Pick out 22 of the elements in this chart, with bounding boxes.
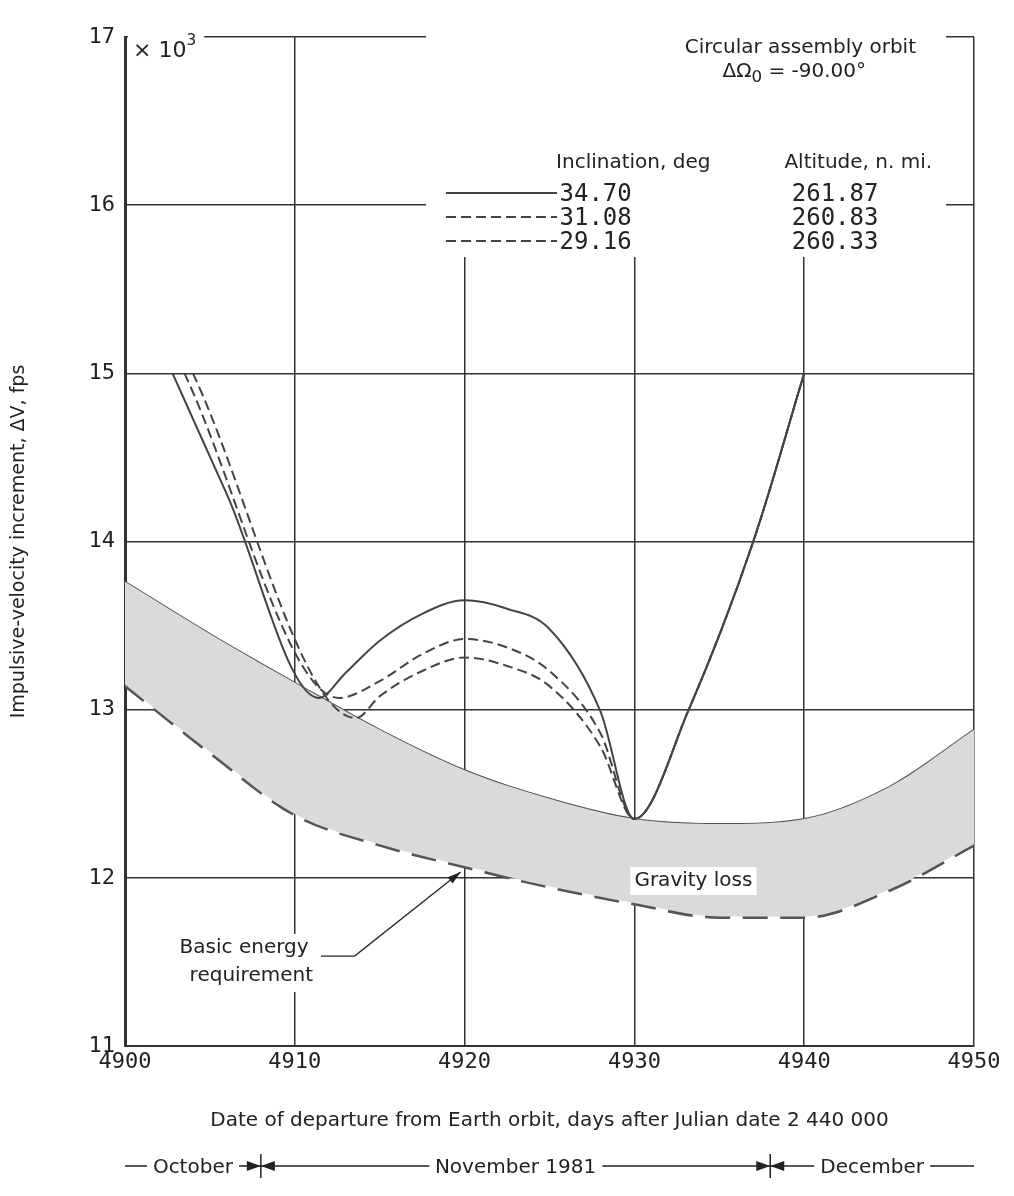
annotation: Circular assembly orbit (683, 34, 916, 58)
y-tick-label: 17 (88, 22, 116, 48)
y-tick-label: 12 (88, 863, 116, 889)
y-axis-title: Impulsive-velocity increment, ΔV, fps (6, 364, 29, 719)
legend-title: Inclination, deg (555, 149, 712, 173)
annotation: Altitude, n. mi. (783, 149, 934, 173)
annotation: Gravity loss (634, 867, 753, 892)
y-tick-label: 13 (88, 695, 116, 721)
text: October (146, 1153, 239, 1179)
y-tick-label: 15 (88, 359, 116, 385)
text: December (814, 1153, 930, 1179)
y-tick-label: 14 (88, 527, 116, 553)
annotation: Basic energy requirement (179, 934, 314, 987)
x-tick-label: 4920 (438, 1047, 492, 1073)
x-tick-label: 4950 (947, 1047, 1001, 1073)
annotation: ΔΩ$_{0}$ = -90.00° (721, 58, 867, 88)
x-tick-label: 4910 (268, 1047, 322, 1073)
x-tick-label: 4940 (777, 1047, 831, 1073)
x-tick-label: 4930 (607, 1047, 661, 1073)
y-tick-label: 16 (88, 190, 116, 216)
text: November 1981 (428, 1153, 603, 1179)
x-axis-title: Date of departure from Earth orbit, days after Julian date 2 440 000 (210, 1107, 889, 1132)
